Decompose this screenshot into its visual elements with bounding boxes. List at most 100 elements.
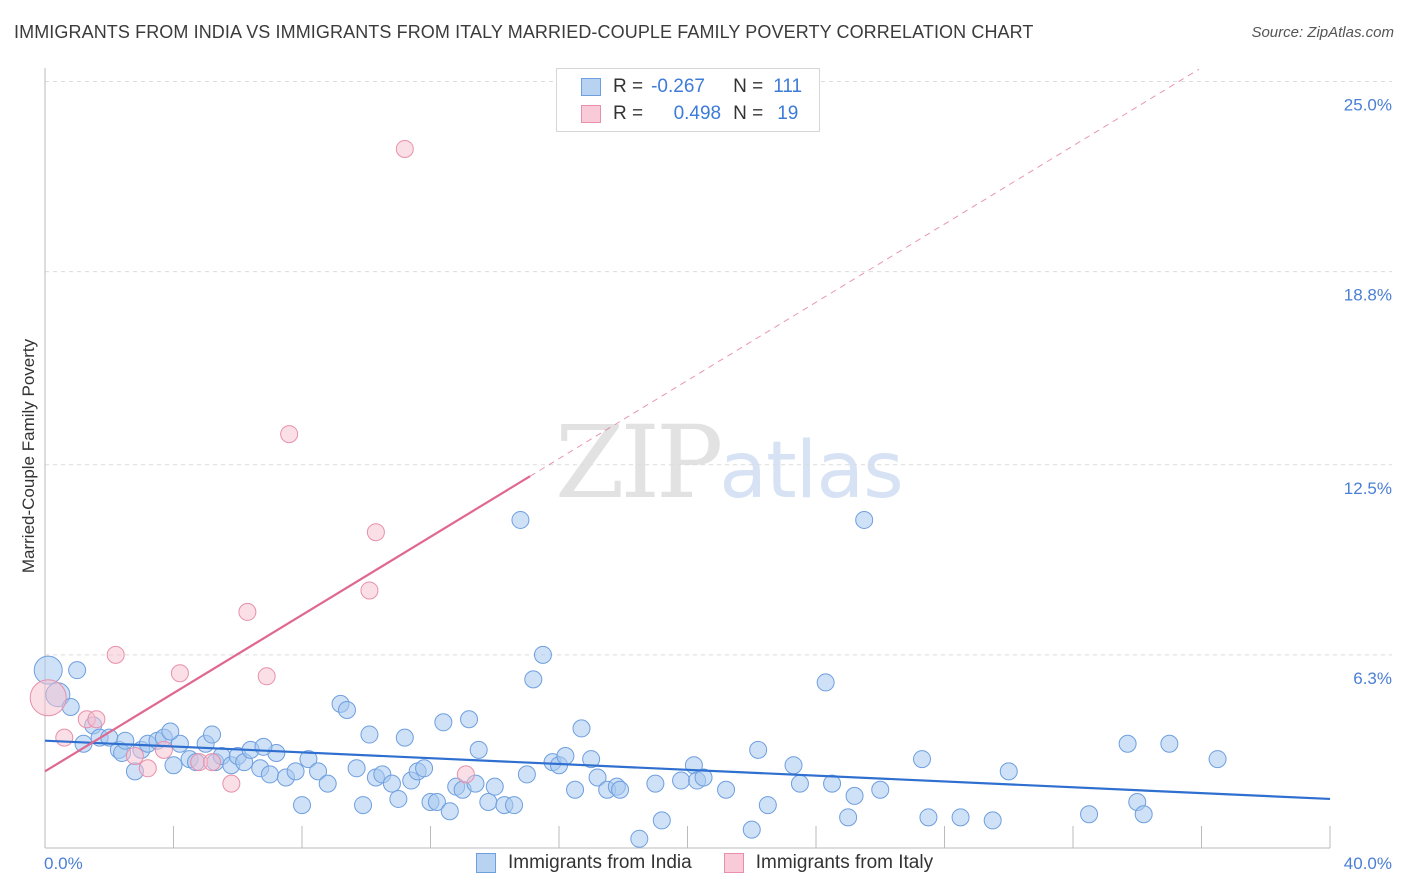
italy-point <box>280 425 299 444</box>
india-point <box>845 786 864 805</box>
italy-r-label: R = <box>613 103 644 124</box>
correlation-legend: R = -0.267 N = 111 R = 0.498 N = 19 <box>556 68 820 132</box>
india-point <box>347 759 366 778</box>
india-points <box>33 510 1227 848</box>
india-point <box>855 510 874 529</box>
india-point <box>485 777 504 796</box>
y-tick-label: 18.8% <box>1344 286 1392 305</box>
india-point <box>116 731 135 750</box>
italy-n-value: 19 <box>777 103 799 124</box>
india-point <box>630 829 649 848</box>
india-point <box>1118 734 1137 753</box>
india-point <box>999 762 1018 781</box>
india-point <box>784 756 803 775</box>
india-point <box>524 670 543 689</box>
india-point <box>479 793 498 812</box>
india-point <box>572 719 591 738</box>
india-legend-swatch <box>476 853 496 873</box>
italy-r-value: 0.498 <box>673 103 722 124</box>
y-tick-label: 25.0% <box>1344 96 1392 115</box>
italy-point <box>257 667 276 686</box>
india-point <box>164 756 183 775</box>
india-point <box>460 710 479 729</box>
italy-point <box>170 664 189 683</box>
india-point <box>717 780 736 799</box>
italy-n-label: N = <box>733 103 764 124</box>
india-point <box>293 796 311 815</box>
italy-point <box>222 774 241 793</box>
india-point <box>694 768 713 787</box>
italy-points <box>29 139 475 793</box>
gridlines <box>45 81 1392 656</box>
india-point <box>839 808 858 827</box>
italy-point <box>360 581 379 600</box>
italy-point <box>154 740 173 759</box>
india-trend-line <box>44 739 1331 801</box>
india-point <box>382 774 401 793</box>
india-point <box>354 796 373 815</box>
legend-row-india: R = -0.267 N = 111 <box>581 74 802 100</box>
india-point <box>749 740 768 759</box>
italy-point <box>138 759 157 778</box>
x-tick-label: 0.0% <box>44 854 83 873</box>
india-point <box>511 510 530 529</box>
india-n-value: 111 <box>773 76 803 97</box>
watermark: ZIPatlas <box>555 404 904 521</box>
india-n-label: N = <box>733 76 764 97</box>
india-point <box>672 771 691 790</box>
india-point <box>415 759 434 778</box>
italy-trend-line <box>44 475 531 773</box>
india-swatch <box>581 78 601 96</box>
india-point <box>1208 750 1227 769</box>
source-credit: Source: ZipAtlas.com <box>1251 24 1394 41</box>
india-point <box>68 661 87 680</box>
india-point <box>309 762 328 781</box>
india-point <box>389 789 408 808</box>
italy-point <box>125 747 144 766</box>
india-point <box>254 737 273 756</box>
india-point <box>434 713 453 732</box>
india-point <box>533 645 552 664</box>
y-axis-label: Married-Couple Family Poverty <box>19 338 38 573</box>
india-point <box>469 740 488 759</box>
india-point <box>983 811 1002 830</box>
italy-point <box>238 602 257 621</box>
italy-point <box>456 765 475 784</box>
italy-swatch <box>581 105 601 123</box>
india-point <box>913 750 932 769</box>
italy-trend-extension <box>529 68 1200 477</box>
italy-point <box>203 753 222 772</box>
watermark-atlas: atlas <box>719 426 903 516</box>
india-point <box>588 768 607 787</box>
y-tick-label: 12.5% <box>1344 479 1392 498</box>
india-point <box>203 725 222 744</box>
india-point <box>427 793 446 812</box>
india-point <box>337 701 356 720</box>
india-point <box>318 774 337 793</box>
india-point <box>556 747 575 766</box>
india-point <box>1160 734 1179 753</box>
india-point <box>871 780 890 799</box>
india-point <box>299 750 318 769</box>
india-point <box>161 722 180 741</box>
india-point <box>260 765 279 784</box>
italy-point <box>55 728 74 747</box>
india-point <box>611 780 630 799</box>
india-point <box>790 774 809 793</box>
tick-labels: 6.3% 12.5% 18.8% 25.0% 0.0% 40.0% <box>44 96 1392 874</box>
legend-item-india: Immigrants from India <box>476 852 692 874</box>
axes <box>44 68 1331 849</box>
series-legend: Immigrants from India Immigrants from It… <box>476 852 965 874</box>
india-point <box>517 765 536 784</box>
chart-title: IMMIGRANTS FROM INDIA VS IMMIGRANTS FROM… <box>14 22 1034 42</box>
india-point <box>951 808 970 827</box>
italy-point <box>395 139 414 158</box>
x-tick-label: 40.0% <box>1344 854 1392 873</box>
italy-legend-label: Immigrants from Italy <box>755 852 934 873</box>
italy-point <box>366 523 385 542</box>
trend-lines <box>44 68 1331 801</box>
india-point <box>652 811 671 830</box>
italy-point <box>106 645 125 664</box>
italy-legend-swatch <box>723 853 744 873</box>
